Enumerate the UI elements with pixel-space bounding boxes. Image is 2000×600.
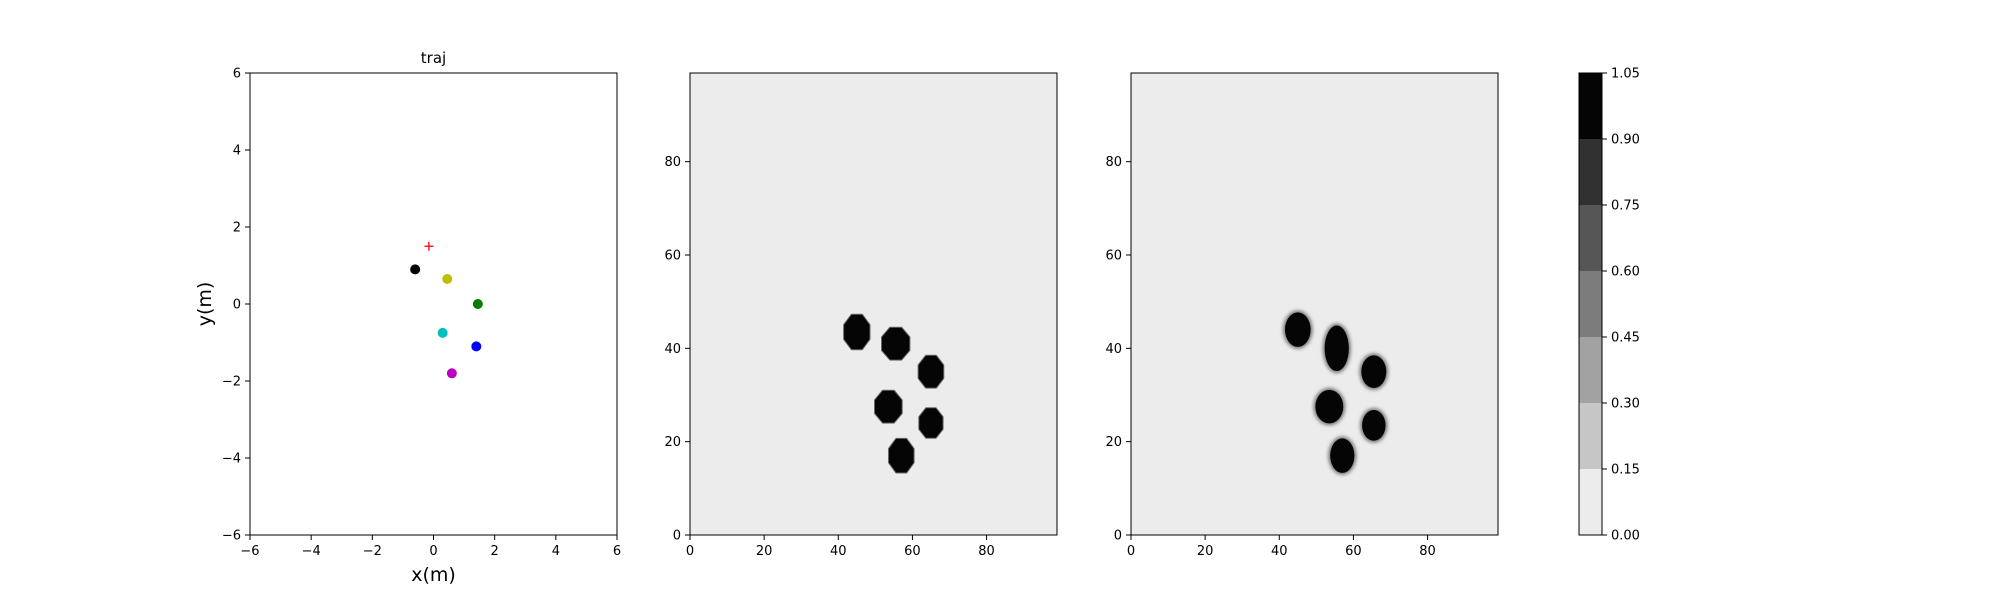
y-tick-label: −4	[222, 452, 241, 467]
x-tick-label: 0	[686, 544, 694, 559]
obstacle-blob	[889, 438, 914, 473]
y-tick-label: 2	[233, 221, 241, 236]
traj-plot-area	[250, 73, 617, 535]
y-tick-label: 0	[233, 298, 241, 313]
map-panel-2: 0 20 40 60 80 0 20 40 60 80	[1105, 72, 1499, 559]
colorbar-tick-label: 0.00	[1611, 529, 1640, 544]
colorbar-frame	[1578, 72, 1603, 536]
map-1-axes-frame	[689, 72, 1058, 536]
x-tick-label: 0	[1127, 544, 1135, 559]
map-2-plot-area	[1131, 73, 1498, 535]
y-tick-label: 40	[1105, 342, 1122, 357]
traj-panel: −6 −4 −2 0 2 4 6 −6 −4 −2 0 2 4 6 traj x(m) y(m)	[194, 49, 621, 586]
map-2-axes-frame	[1130, 72, 1499, 536]
colorbar-tick-label: 0.30	[1611, 397, 1640, 412]
colorbar-tick-label: 0.75	[1611, 199, 1640, 214]
trajectory-point	[446, 368, 457, 379]
x-tick-label: 80	[978, 544, 995, 559]
trajectory-point	[472, 299, 483, 309]
x-tick-label: 60	[1345, 544, 1362, 559]
x-tick-label: 60	[904, 544, 921, 559]
x-tick-label: 80	[1419, 544, 1436, 559]
map-1-plot-area	[690, 73, 1057, 535]
y-tick-label: −2	[222, 375, 241, 390]
obstacle-blob	[882, 327, 910, 360]
trajectory-point	[410, 264, 421, 275]
x-tick-label: 2	[491, 544, 499, 559]
y-tick-label: 0	[1114, 529, 1122, 544]
y-tick-label: 6	[233, 67, 241, 82]
colorbar-band	[1579, 139, 1602, 205]
colorbar-tick-label: 0.15	[1611, 463, 1640, 478]
x-tick-label: 0	[429, 544, 437, 559]
colorbar-band	[1579, 403, 1602, 469]
y-tick-label: 20	[664, 435, 681, 450]
obstacle-blob	[1330, 438, 1355, 473]
traj-y-axis-label: y(m)	[194, 282, 216, 327]
y-tick-label: −6	[222, 529, 241, 544]
trajectory-point	[437, 327, 448, 338]
obstacle-blob	[1315, 389, 1344, 424]
x-tick-label: 40	[1271, 544, 1288, 559]
target-marker	[424, 241, 434, 251]
obstacle-blob	[844, 314, 870, 350]
trajectory-point	[471, 341, 482, 352]
x-tick-label: −2	[363, 544, 382, 559]
obstacle-blob	[918, 355, 944, 388]
y-tick-label: 4	[233, 144, 241, 159]
obstacle-blob	[919, 408, 943, 438]
colorbar-tick-label: 0.90	[1611, 133, 1640, 148]
traj-title: traj	[421, 49, 446, 67]
y-tick-label: 60	[664, 249, 681, 264]
y-tick-label: 40	[664, 342, 681, 357]
y-tick-label: 60	[1105, 249, 1122, 264]
colorbar-band	[1579, 469, 1602, 535]
colorbar-tick-label: 0.60	[1611, 265, 1640, 280]
colorbar-tick-label: 1.05	[1611, 67, 1640, 82]
obstacle-blob	[1284, 312, 1311, 347]
x-tick-label: 40	[830, 544, 847, 559]
x-tick-label: 20	[1197, 544, 1214, 559]
x-tick-label: 20	[756, 544, 773, 559]
x-tick-label: −6	[240, 544, 259, 559]
colorbar-band	[1579, 271, 1602, 337]
y-tick-label: 0	[673, 529, 681, 544]
colorbar-band	[1579, 337, 1602, 403]
y-tick-label: 80	[1105, 155, 1122, 170]
y-tick-label: 20	[1105, 435, 1122, 450]
x-tick-label: 4	[552, 544, 560, 559]
obstacle-blob	[1324, 325, 1349, 372]
map-panel-1: 0 20 40 60 80 0 20 40 60 80	[664, 72, 1058, 559]
traj-x-axis-label: x(m)	[411, 564, 456, 586]
obstacle-blob	[875, 390, 902, 423]
y-tick-label: 80	[664, 155, 681, 170]
x-tick-label: −4	[302, 544, 321, 559]
colorbar-band	[1579, 205, 1602, 271]
x-tick-label: 6	[613, 544, 621, 559]
obstacle-blob	[1361, 355, 1387, 388]
obstacle-blob	[1362, 409, 1386, 441]
colorbar: 0.00 0.15 0.30 0.45 0.60 0.75 0.90 1.05	[1578, 67, 1640, 544]
trajectory-point	[442, 273, 453, 284]
colorbar-tick-label: 0.45	[1611, 331, 1640, 346]
colorbar-band	[1579, 73, 1602, 139]
